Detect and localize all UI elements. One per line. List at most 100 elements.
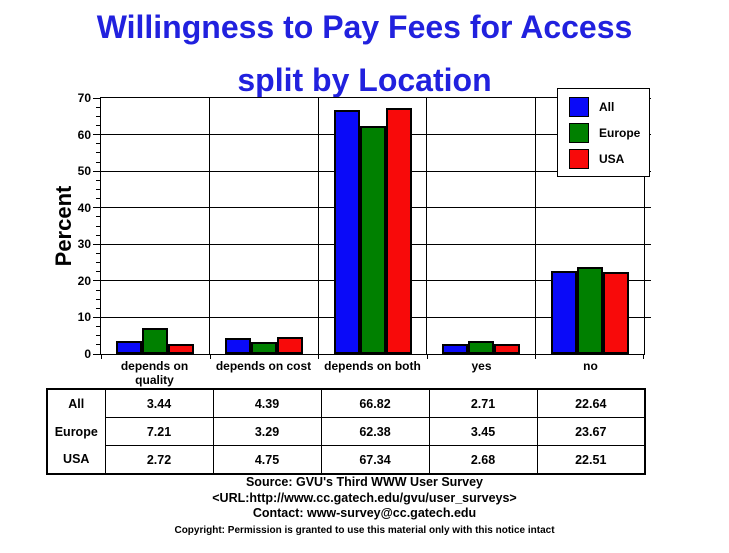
- table-cell: 2.72: [104, 445, 214, 475]
- category-label: depends on cost: [215, 359, 312, 373]
- bar: [168, 344, 195, 354]
- bar: [276, 336, 303, 354]
- y-axis-title: Percent: [51, 185, 76, 267]
- category-separator: [317, 98, 319, 354]
- y-tick-minor: [96, 271, 100, 273]
- data-table-body: All 3.44 4.39 66.82 2.71 22.64 Europe 7.21 3.29 6…: [46, 388, 646, 475]
- y-tick-minor: [96, 289, 100, 291]
- y-tick-right-stub: [644, 280, 651, 282]
- table-cell: 7.21: [104, 417, 214, 446]
- y-tick-major: [93, 316, 100, 318]
- table-cell: 67.34: [320, 445, 430, 475]
- y-tick-minor: [96, 198, 100, 200]
- footer: Source: GVU's Third WWW User Survey <URL…: [0, 475, 729, 537]
- table-row-header: USA: [46, 445, 106, 474]
- bar: [468, 341, 495, 354]
- category-separator: [426, 98, 428, 354]
- bar: [333, 109, 360, 354]
- footer-source: Source: GVU's Third WWW User Survey: [245, 475, 484, 489]
- y-tick-minor: [96, 106, 100, 108]
- x-axis-tick: [318, 354, 320, 359]
- y-tick-minor: [96, 161, 100, 163]
- y-tick-major: [93, 97, 100, 99]
- y-tick-major: [93, 207, 100, 209]
- legend-label: USA: [599, 151, 625, 166]
- table-cell: 3.45: [428, 417, 538, 446]
- y-tick-major: [93, 134, 100, 136]
- y-tick-minor: [96, 262, 100, 264]
- x-axis-tick: [101, 354, 102, 359]
- table-cell: 66.82: [320, 388, 430, 418]
- y-tick-minor: [96, 143, 100, 145]
- category-separator: [209, 98, 211, 354]
- x-axis-tick: [643, 354, 644, 359]
- table-cell: 2.68: [428, 445, 538, 475]
- y-tick-label: 30: [77, 237, 91, 252]
- bar: [442, 344, 469, 354]
- y-tick-major: [93, 170, 100, 172]
- y-tick-minor: [96, 216, 100, 218]
- legend-label: All: [599, 99, 615, 114]
- y-tick-right-stub: [644, 207, 651, 209]
- legend-entry: All: [569, 96, 649, 117]
- y-tick-label: 10: [77, 310, 91, 325]
- category-label: no: [583, 359, 598, 373]
- bar: [359, 125, 386, 354]
- y-tick-label: 0: [84, 347, 91, 361]
- legend: All Europe USA: [557, 88, 650, 177]
- data-table: All 3.44 4.39 66.82 2.71 22.64 Europe 7.21 3.29 6…: [46, 388, 646, 475]
- footer-copyright: Copyright: Permission is granted to use …: [174, 524, 555, 536]
- y-tick-major: [93, 353, 100, 355]
- chart-title-line1: Willingness to Pay Fees for Access: [96, 9, 633, 45]
- x-axis-tick: [426, 354, 428, 359]
- y-tick-minor: [96, 326, 100, 328]
- table-cell: 3.29: [212, 417, 322, 446]
- legend-swatch: [569, 96, 589, 117]
- bar: [550, 271, 577, 354]
- y-tick-minor: [96, 152, 100, 154]
- table-cell: 22.51: [536, 445, 646, 475]
- y-tick-minor: [96, 298, 100, 300]
- y-tick-minor: [96, 225, 100, 227]
- y-tick-major: [93, 243, 100, 245]
- y-tick-minor: [96, 115, 100, 117]
- y-tick-minor: [96, 124, 100, 126]
- bar: [602, 271, 629, 354]
- y-tick-minor: [96, 335, 100, 337]
- y-tick-label: 20: [77, 273, 91, 288]
- y-tick-minor: [96, 234, 100, 236]
- y-tick-label: 50: [77, 164, 91, 179]
- legend-entry: USA: [569, 148, 649, 169]
- category-label: depends on quality: [120, 359, 189, 387]
- chart-title-line2: split by Location: [237, 62, 492, 98]
- y-tick-label: 40: [77, 200, 91, 215]
- x-axis-tick: [209, 354, 211, 359]
- chart-title: Willingness to Pay Fees for Access split…: [0, 1, 729, 107]
- bar: [224, 337, 251, 354]
- table-row: USA 2.72 4.75 67.34 2.68 22.51: [46, 445, 646, 475]
- category-separator: [534, 98, 536, 354]
- legend-label: Europe: [599, 125, 641, 140]
- table-row-header: Europe: [46, 417, 106, 446]
- table-cell: 4.39: [212, 388, 322, 418]
- table-cell: 2.71: [428, 388, 538, 418]
- y-tick-major: [93, 280, 100, 282]
- y-tick-minor: [96, 307, 100, 309]
- table-cell: 22.64: [536, 388, 646, 418]
- legend-swatch: [569, 122, 589, 143]
- y-tick-minor: [96, 188, 100, 190]
- footer-url: <URL:http://www.cc.gatech.edu/gvu/user_s…: [212, 490, 517, 505]
- y-tick-label: 60: [77, 127, 91, 142]
- table-cell: 62.38: [320, 417, 430, 446]
- table-cell: 3.44: [104, 388, 214, 418]
- y-tick-minor: [96, 344, 100, 346]
- table-row: All 3.44 4.39 66.82 2.71 22.64: [46, 388, 646, 418]
- legend-swatch: [569, 148, 589, 169]
- table-row: Europe 7.21 3.29 62.38 3.45 23.67: [46, 417, 646, 446]
- y-tick-right-stub: [644, 316, 651, 318]
- category-labels: depends on quality depends on cost depends…: [100, 359, 645, 387]
- bar: [385, 107, 412, 354]
- y-tick-minor: [96, 252, 100, 254]
- bar: [142, 327, 169, 354]
